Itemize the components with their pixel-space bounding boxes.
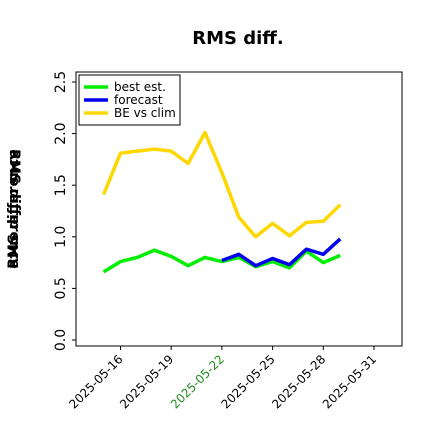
- y-tick-label: 1.0: [53, 226, 69, 248]
- series-line-forecast: [221, 237, 342, 268]
- series-line-be-vs-clim: [101, 130, 342, 239]
- y-axis-label: RMS difference: [6, 149, 22, 269]
- y-tick-label: 2.0: [53, 122, 69, 144]
- y-tick-label: 0.0: [53, 329, 69, 351]
- plot-frame: [75, 71, 403, 347]
- x-tick-label: 2025-05-31: [320, 352, 379, 411]
- plot-lines: [101, 130, 342, 274]
- y-tick-label: 1.5: [53, 174, 69, 196]
- legend-label: best est.: [114, 80, 166, 94]
- x-axis: 2025-05-162025-05-192025-05-222025-05-25…: [66, 346, 379, 411]
- y-tick-label: 2.5: [53, 71, 69, 93]
- legend-label: BE vs clim: [114, 106, 176, 120]
- series-line-best-est: [102, 248, 341, 274]
- chart-title: RMS diff.: [192, 28, 283, 49]
- legend-label: forecast: [114, 93, 163, 107]
- y-axis: 0.0 0.5 1.0 1.5 2.0 2.5: [53, 71, 76, 351]
- y-axis-label-right: RMS difference: [6, 149, 22, 269]
- y-tick-label: 0.5: [53, 277, 69, 299]
